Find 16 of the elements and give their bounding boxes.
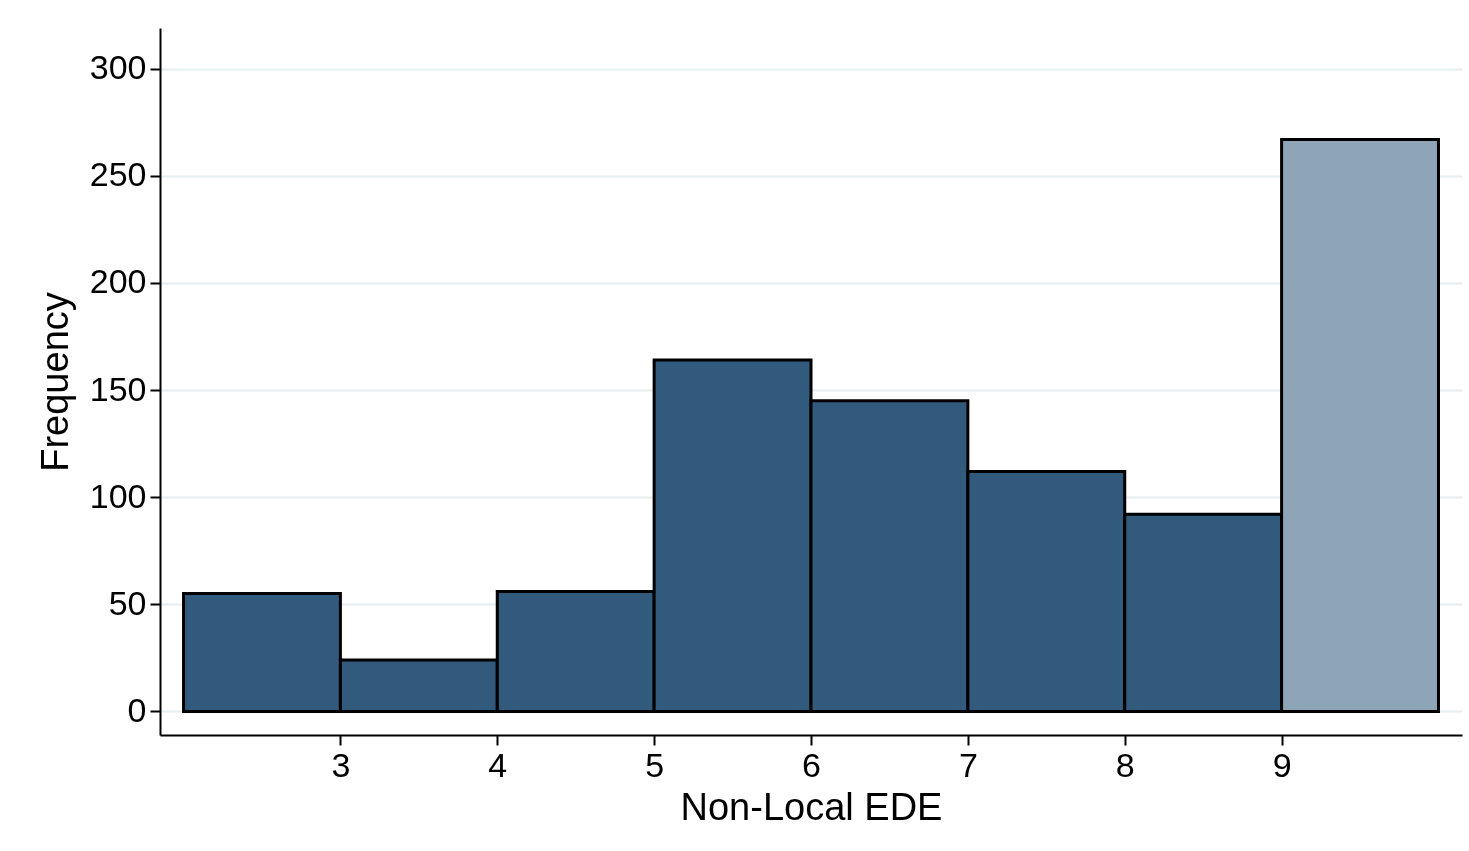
y-tick-label: 200 (89, 262, 147, 301)
y-tick-label: 0 (127, 690, 147, 729)
x-axis-title: Non-Local EDE (680, 785, 943, 828)
x-tick-label: 4 (488, 745, 508, 784)
y-tick-label: 150 (89, 369, 147, 408)
x-tick-label: 6 (802, 745, 821, 784)
x-tick-label: 9 (1272, 745, 1292, 784)
y-tick-label: 100 (89, 476, 147, 515)
y-tick-label: 300 (89, 48, 147, 87)
x-tick-label: 8 (1115, 745, 1135, 784)
x-tick-label: 3 (331, 745, 351, 784)
y-tick-label: 50 (108, 583, 147, 622)
x-tick-label: 5 (645, 745, 665, 784)
y-tick-label: 250 (89, 155, 147, 194)
y-axis-title: Frequency (33, 292, 76, 472)
x-tick-label: 7 (958, 745, 978, 784)
